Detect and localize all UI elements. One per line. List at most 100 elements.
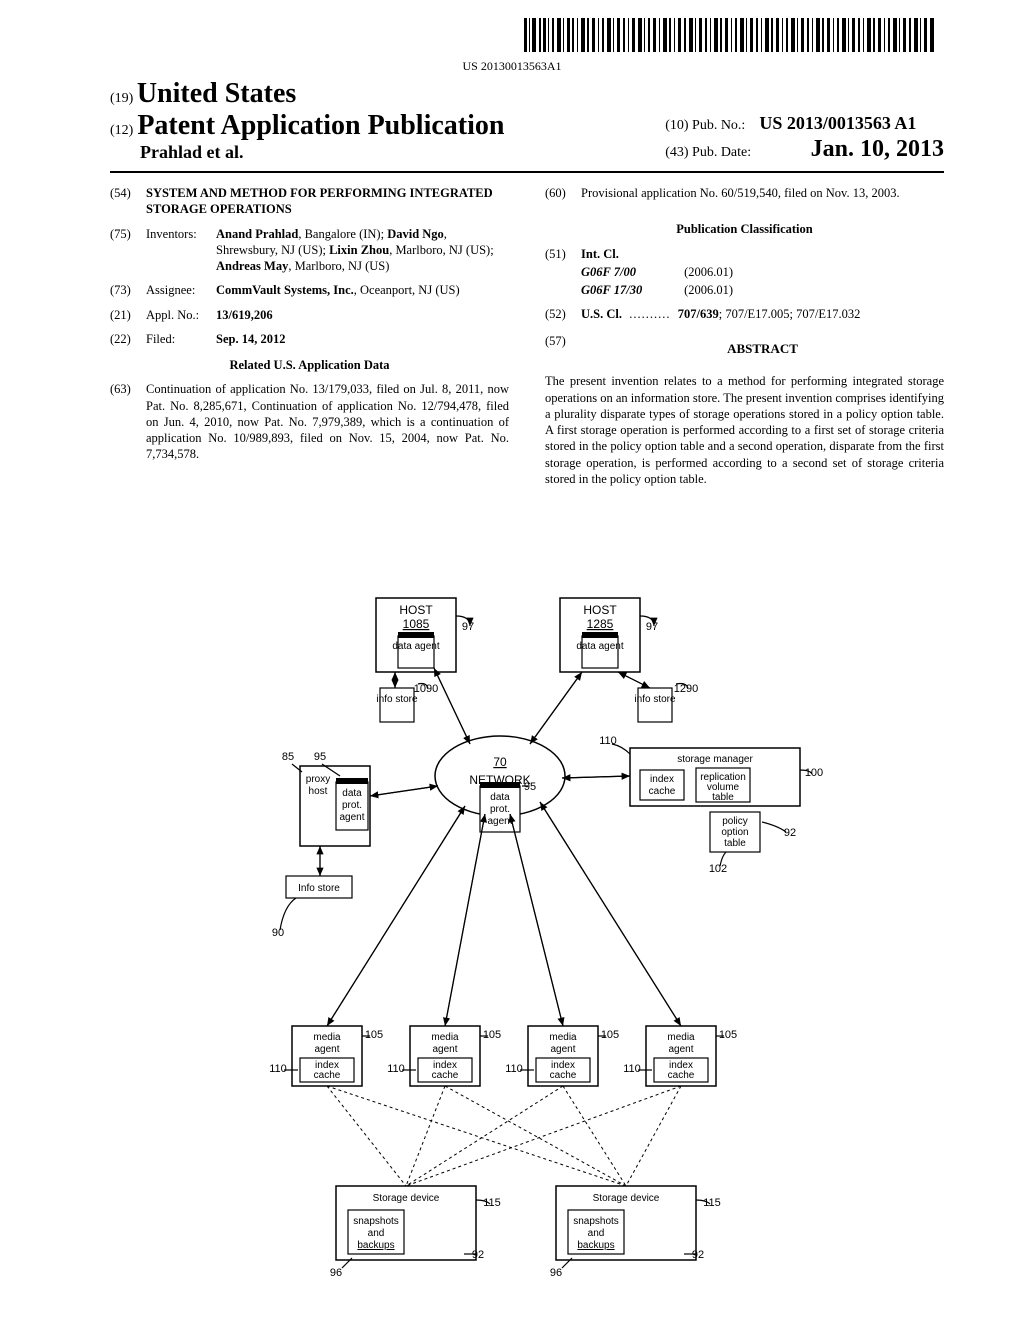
svg-text:110: 110 <box>505 1063 523 1075</box>
application-number: 13/619,206 <box>216 307 509 323</box>
svg-text:cache: cache <box>550 1070 577 1081</box>
code-51: (51) <box>545 246 581 262</box>
assignee-label: Assignee: <box>146 282 216 298</box>
related-data-title: Related U.S. Application Data <box>110 357 509 373</box>
svg-text:prot.: prot. <box>490 804 510 815</box>
code-57: (57) <box>545 333 581 366</box>
code-12: (12) <box>110 123 133 138</box>
code-43: (43) <box>665 145 688 160</box>
filed-label: Filed: <box>146 331 216 347</box>
svg-text:110: 110 <box>269 1063 287 1075</box>
svg-text:105: 105 <box>365 1029 383 1041</box>
left-column: (54) SYSTEM AND METHOD FOR PERFORMING IN… <box>110 185 509 487</box>
code-73: (73) <box>110 282 146 298</box>
assignee: CommVault Systems, Inc., Oceanport, NJ (… <box>216 282 509 298</box>
svg-text:cache: cache <box>432 1070 459 1081</box>
svg-text:cache: cache <box>649 786 676 797</box>
svg-text:Info store: Info store <box>298 883 340 894</box>
svg-text:95: 95 <box>524 781 536 793</box>
uscl-label: U.S. Cl. <box>581 307 622 321</box>
svg-text:snapshots: snapshots <box>573 1216 619 1227</box>
svg-text:agent: agent <box>550 1044 575 1055</box>
invention-title: SYSTEM AND METHOD FOR PERFORMING INTEGRA… <box>146 185 509 218</box>
svg-text:agent: agent <box>487 816 512 827</box>
media-agents: media agent index cache 105 110 media ag… <box>269 1026 737 1086</box>
svg-text:table: table <box>712 792 734 803</box>
publication-type: Patent Application Publication <box>137 110 504 141</box>
abstract-text: The present invention relates to a metho… <box>545 373 944 487</box>
svg-text:index: index <box>650 774 674 785</box>
country-name: United States <box>137 78 296 109</box>
svg-text:data: data <box>342 788 362 799</box>
authors-line: Prahlad et al. <box>140 142 504 163</box>
svg-text:Storage device: Storage device <box>373 1193 440 1204</box>
continuation-text: Continuation of application No. 13/179,0… <box>146 381 509 462</box>
svg-text:agent: agent <box>668 1044 693 1055</box>
abstract-label: ABSTRACT <box>581 341 944 358</box>
svg-text:92: 92 <box>692 1249 704 1261</box>
provisional-text: Provisional application No. 60/519,540, … <box>581 185 944 201</box>
pub-date-label: Pub. Date: <box>692 145 751 160</box>
svg-text:96: 96 <box>550 1267 562 1279</box>
svg-text:data: data <box>490 792 510 803</box>
inventors-list: Anand Prahlad, Bangalore (IN); David Ngo… <box>216 226 509 275</box>
svg-text:snapshots: snapshots <box>353 1216 399 1227</box>
svg-text:proxy: proxy <box>306 774 330 785</box>
code-10: (10) <box>665 118 688 133</box>
svg-text:Storage device: Storage device <box>593 1193 660 1204</box>
header-divider <box>110 171 944 173</box>
svg-text:storage manager: storage manager <box>677 754 753 765</box>
svg-text:agent: agent <box>339 812 364 823</box>
svg-text:policy: policy <box>722 816 748 827</box>
intcl-2-ver: (2006.01) <box>684 283 733 297</box>
svg-text:110: 110 <box>387 1063 405 1075</box>
svg-text:100: 100 <box>805 767 823 779</box>
code-54: (54) <box>110 185 146 218</box>
svg-text:option: option <box>721 827 748 838</box>
svg-text:70: 70 <box>493 755 507 769</box>
svg-text:1285: 1285 <box>587 617 614 631</box>
svg-text:92: 92 <box>784 827 796 839</box>
svg-text:cache: cache <box>668 1070 695 1081</box>
svg-text:media: media <box>667 1032 695 1043</box>
intcl-1-ver: (2006.01) <box>684 265 733 279</box>
code-19: (19) <box>110 91 133 106</box>
uscl-rest: ; 707/E17.005; 707/E17.032 <box>719 307 861 321</box>
svg-text:agent: agent <box>314 1044 339 1055</box>
svg-text:data agent: data agent <box>576 641 623 652</box>
inventors-label: Inventors: <box>146 226 216 275</box>
svg-text:105: 105 <box>719 1029 737 1041</box>
svg-text:media: media <box>431 1032 459 1043</box>
intcl-label: Int. Cl. <box>581 247 619 261</box>
code-22: (22) <box>110 331 146 347</box>
svg-text:HOST: HOST <box>399 603 433 617</box>
code-60: (60) <box>545 185 581 201</box>
code-75: (75) <box>110 226 146 275</box>
svg-text:110: 110 <box>623 1063 641 1075</box>
svg-text:85: 85 <box>282 751 294 763</box>
svg-text:110: 110 <box>599 735 617 747</box>
barcode-block: US 20130013563A1 <box>110 18 944 74</box>
uscl-main: 707/639 <box>678 307 719 321</box>
pub-no-label: Pub. No.: <box>692 118 745 133</box>
code-21: (21) <box>110 307 146 323</box>
svg-text:HOST: HOST <box>583 603 617 617</box>
svg-text:table: table <box>724 838 746 849</box>
svg-text:90: 90 <box>272 927 284 939</box>
code-52: (52) <box>545 306 581 322</box>
svg-text:105: 105 <box>483 1029 501 1041</box>
svg-text:backups: backups <box>577 1240 614 1251</box>
intcl-1: G06F 7/00 <box>581 264 681 280</box>
svg-text:97: 97 <box>646 621 658 633</box>
svg-text:backups: backups <box>357 1240 394 1251</box>
svg-text:prot.: prot. <box>342 800 362 811</box>
svg-text:97: 97 <box>462 621 474 633</box>
svg-text:and: and <box>588 1228 605 1239</box>
svg-text:92: 92 <box>472 1249 484 1261</box>
barcode-icon <box>524 18 934 57</box>
classification-title: Publication Classification <box>545 221 944 237</box>
svg-text:105: 105 <box>601 1029 619 1041</box>
publication-date: Jan. 10, 2013 <box>811 136 944 162</box>
barcode-number: US 20130013563A1 <box>110 59 914 74</box>
filed-date: Sep. 14, 2012 <box>216 331 509 347</box>
